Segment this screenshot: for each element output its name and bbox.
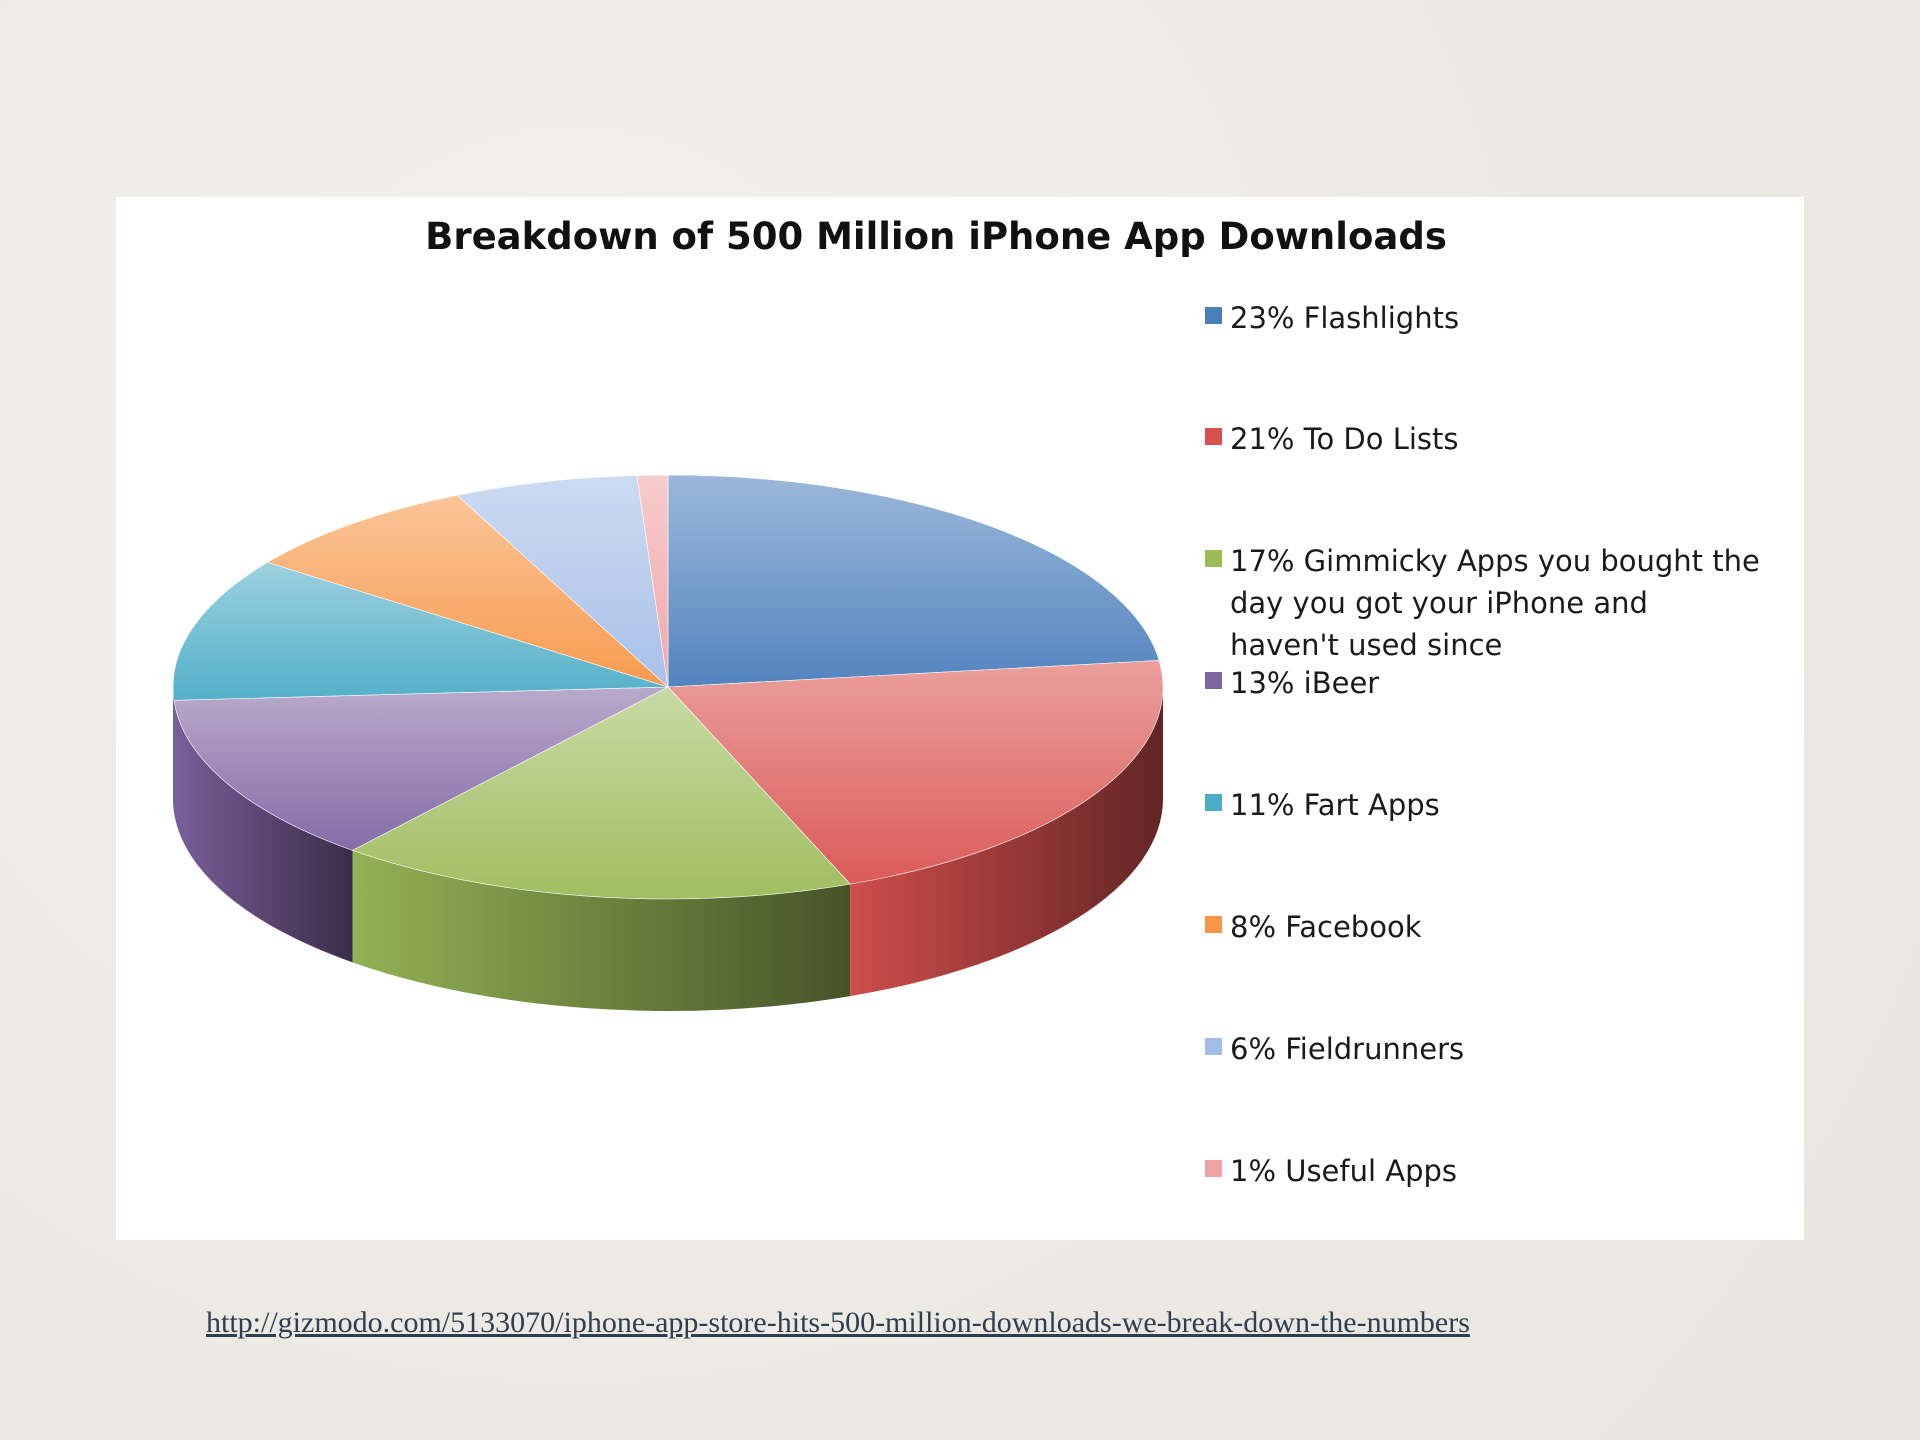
pie-slice [667, 660, 1164, 885]
legend-swatch-gimmicky-apps [1205, 550, 1222, 567]
legend-item-useful-apps: 1% Useful Apps [1205, 1150, 1765, 1192]
legend-item-gimmicky-apps: 17% Gimmicky Apps you bought the day you… [1205, 540, 1765, 666]
pie-slice [667, 474, 1160, 688]
legend-swatch-ibeer [1205, 672, 1222, 689]
pie-slice [172, 562, 669, 701]
source-link[interactable]: http://gizmodo.com/5133070/iphone-app-st… [206, 1306, 1470, 1339]
legend-item-fieldrunners: 6% Fieldrunners [1205, 1028, 1765, 1070]
legend-label: 1% Useful Apps [1230, 1154, 1458, 1188]
chart-title: Breakdown of 500 Million iPhone App Down… [425, 215, 1447, 258]
legend-label: 13% iBeer [1230, 666, 1380, 700]
legend-item-fart-apps: 11% Fart Apps [1205, 784, 1765, 826]
legend-item-ibeer: 13% iBeer [1205, 662, 1765, 704]
legend-label: 8% Facebook [1230, 910, 1422, 944]
pie-slice-side [850, 687, 1163, 997]
chart-panel: Breakdown of 500 Million iPhone App Down… [116, 197, 1804, 1240]
legend-item-to-do-lists: 21% To Do Lists [1205, 418, 1765, 460]
legend-label: 23% Flashlights [1230, 301, 1460, 335]
pie-slice [351, 686, 851, 900]
pie-slice-side [352, 850, 851, 1011]
pie-slice [456, 475, 669, 688]
legend-label: 17% Gimmicky Apps you bought the day you… [1230, 544, 1760, 662]
pie-slice [173, 686, 669, 851]
legend-item-facebook: 8% Facebook [1205, 906, 1765, 948]
legend-label: 11% Fart Apps [1230, 788, 1440, 822]
legend-label: 21% To Do Lists [1230, 422, 1459, 456]
legend-item-flashlights: 23% Flashlights [1205, 297, 1765, 339]
legend-swatch-fart-apps [1205, 794, 1222, 811]
legend-swatch-facebook [1205, 916, 1222, 933]
pie-slice [636, 474, 669, 688]
chart-legend: 23% Flashlights 21% To Do Lists 17% Gimm… [1205, 297, 1765, 1217]
pie-chart [172, 474, 1164, 1011]
pie-slice-side [173, 700, 353, 963]
legend-label: 6% Fieldrunners [1230, 1032, 1465, 1066]
pie-slice-side [173, 687, 174, 813]
legend-swatch-flashlights [1205, 307, 1222, 324]
legend-swatch-to-do-lists [1205, 428, 1222, 445]
pie-slice [266, 494, 669, 688]
legend-swatch-useful-apps [1205, 1160, 1222, 1177]
legend-swatch-fieldrunners [1205, 1038, 1222, 1055]
